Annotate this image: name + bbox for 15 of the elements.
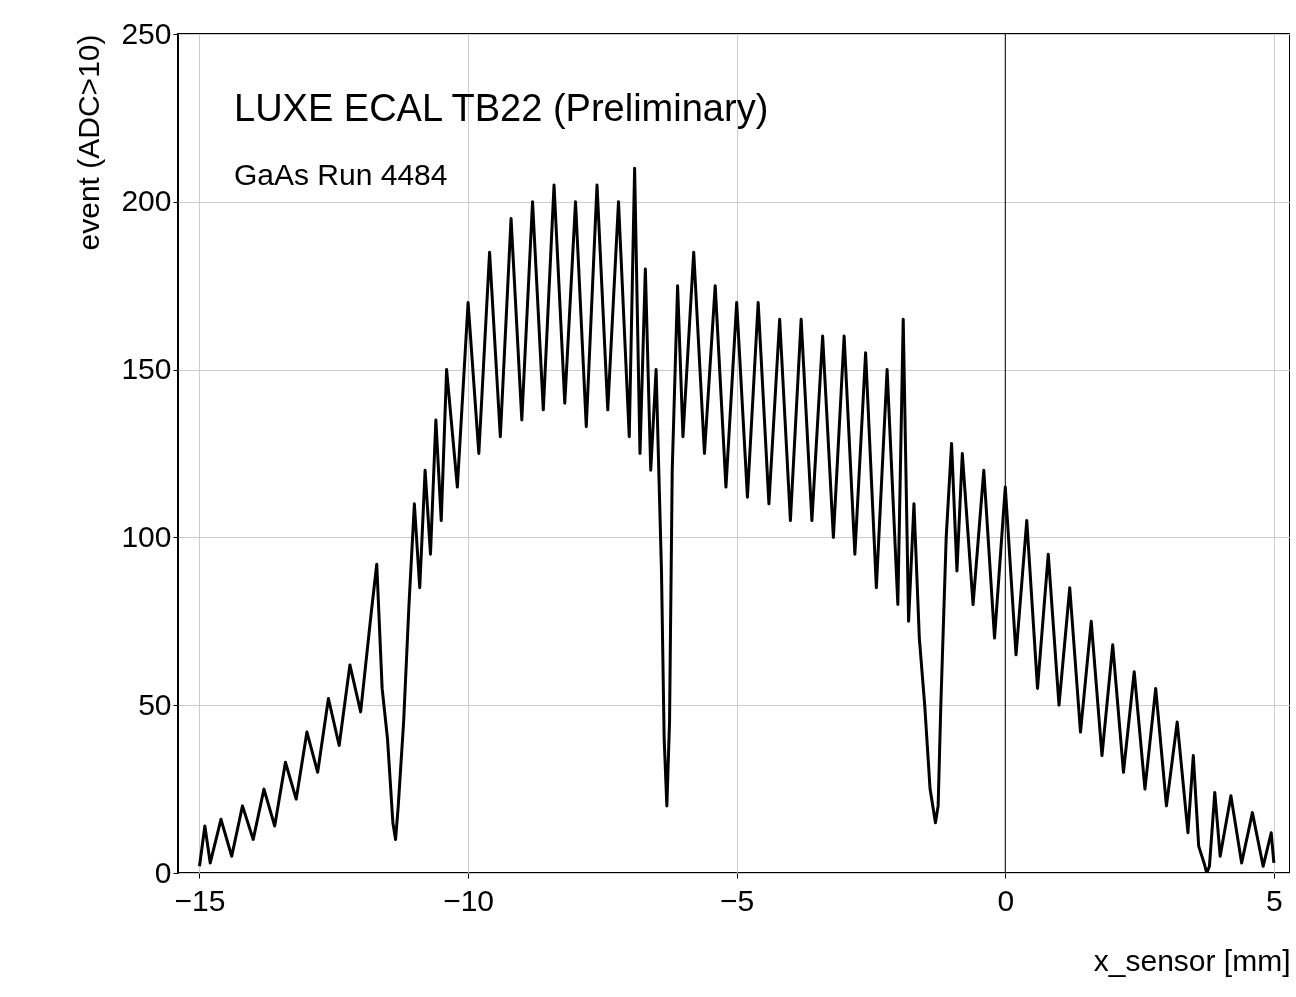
x-tick-label: −10 [443,883,495,917]
x-tick-label: −15 [174,883,226,917]
y-tick-label: 150 [121,352,172,386]
x-axis-title: x_sensor [mm] [1093,943,1291,977]
y-tick-label: 250 [121,16,172,50]
annotation: LUXE ECAL TB22 (Preliminary) [234,87,769,129]
x-tick-label: 0 [997,883,1015,917]
y-tick-label: 200 [121,184,172,218]
y-axis-title: event (ADC>10) [72,34,106,251]
y-tick-label: 0 [154,855,172,889]
x-tick-label: 5 [1266,883,1283,917]
y-tick-label: 100 [121,519,172,553]
x-tick-label: −5 [720,883,755,917]
y-tick-label: 50 [138,687,172,721]
annotation: GaAs Run 4484 [234,158,448,191]
